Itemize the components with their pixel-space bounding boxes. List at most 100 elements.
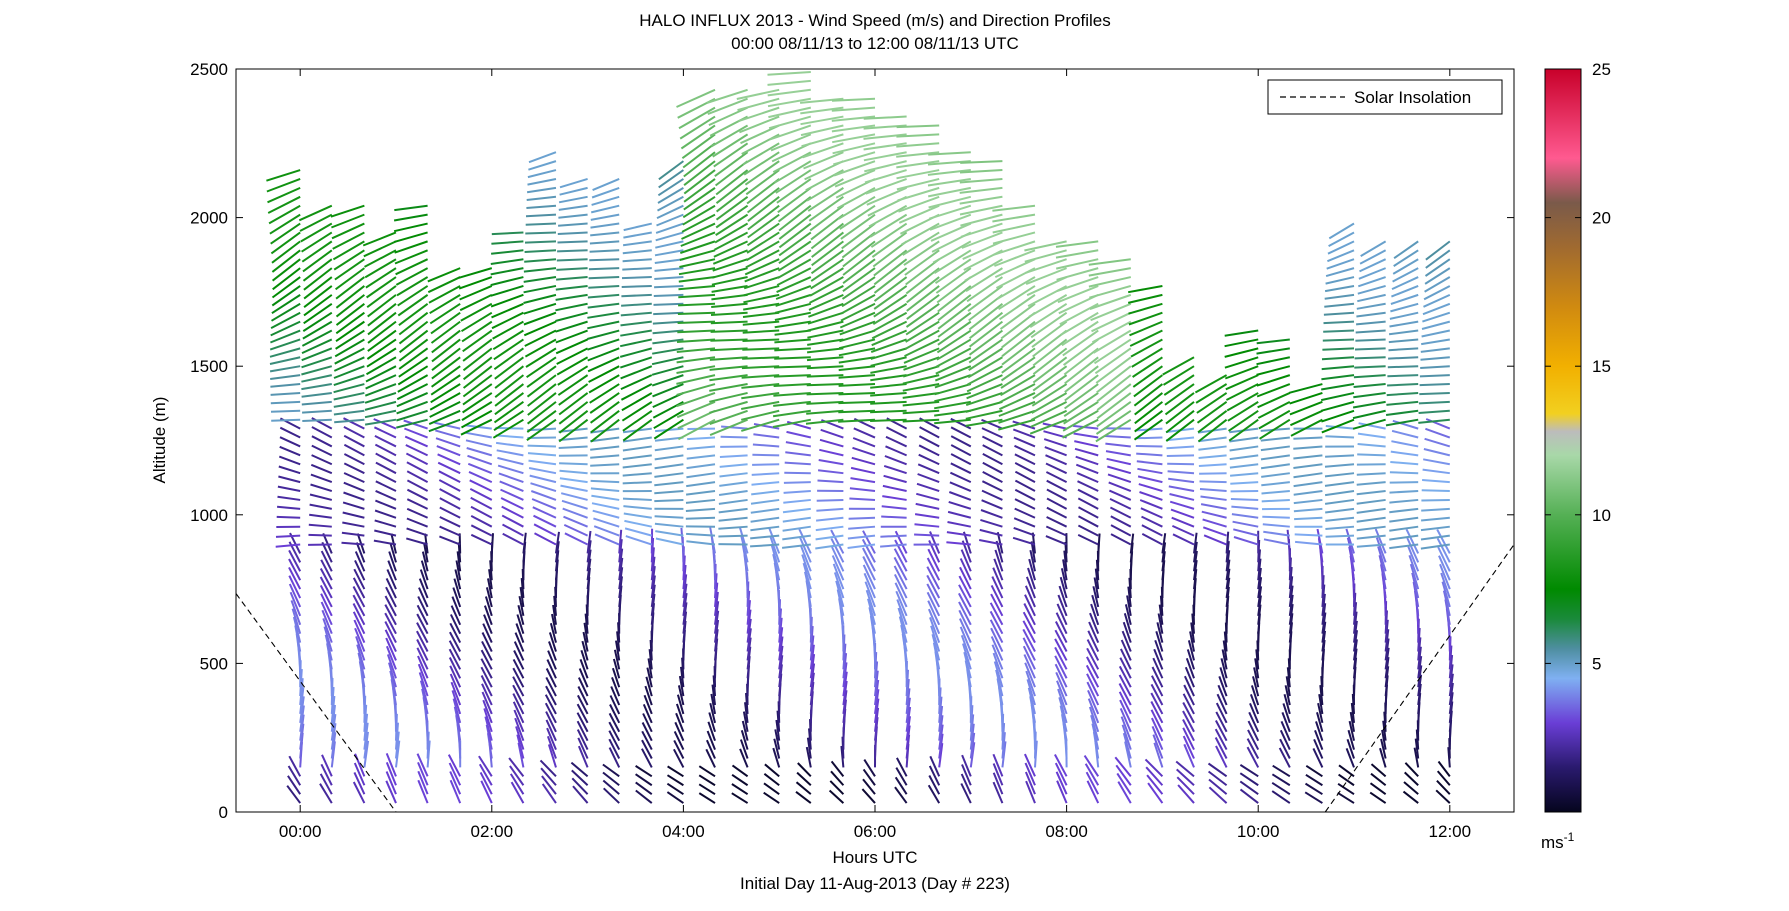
wind-barb [1324,472,1355,478]
wind-barb [1387,374,1419,378]
wind-barb [512,684,525,706]
wind-barb [622,497,652,501]
wind-barb [277,485,301,493]
wind-barb [675,712,685,733]
wind-barb [784,461,811,466]
wind-barb [352,577,366,599]
wind-barb [1358,267,1386,280]
wind-barb [947,521,971,528]
wind-barb [1257,567,1262,590]
wind-barb [1186,649,1195,670]
wind-barb [838,195,876,220]
wind-barb [334,418,365,424]
wind-barb [871,231,908,258]
wind-barb [343,443,365,457]
wind-barb [524,249,557,253]
wind-barb [498,472,524,484]
wind-barb [1347,729,1355,750]
wind-barb [870,356,907,367]
wind-barb [301,391,332,398]
wind-barb [635,773,653,787]
wind-barb [513,641,525,661]
wind-barb [666,774,684,787]
wind-barb [715,195,749,221]
wind-barb [714,619,720,643]
wind-barb [1085,664,1100,688]
wind-barb [466,447,493,457]
wind-barb [1127,293,1163,304]
wind-barb [533,523,557,537]
wind-barb [681,213,716,233]
wind-barb [622,472,652,477]
wind-barb [334,347,365,365]
wind-barb [937,311,972,338]
wind-barb [905,706,912,732]
wind-barb [1077,497,1099,510]
wind-barb [1152,734,1164,759]
wind-barb [1348,546,1355,572]
wind-barb [1124,741,1132,768]
wind-barb [1345,528,1355,554]
wind-barb [655,231,684,242]
wind-barb [397,365,429,386]
wind-barb [778,645,784,670]
wind-barb [1247,729,1260,751]
wind-barb [981,499,1003,510]
wind-barb [648,649,653,670]
wind-barb [1225,531,1230,554]
wind-barb [1025,267,1067,286]
wind-barb [1073,432,1099,439]
wind-barb [1325,507,1355,514]
wind-barb [618,548,624,572]
wind-barb [1045,535,1067,546]
wind-barb [731,783,749,796]
wind-barb [1031,392,1068,414]
wind-barb [590,418,620,443]
wind-barb [450,681,462,706]
wind-barb [331,213,365,229]
wind-barb [1022,645,1036,670]
wind-barb [680,666,685,688]
wind-barb [772,409,811,418]
wind-barb [992,213,1036,223]
wind-barb [534,532,557,546]
wind-barb [874,689,880,715]
wind-barb [622,409,653,432]
wind-barb [709,418,748,437]
wind-barb [1128,284,1163,294]
wind-barb [815,525,844,532]
wind-barb [906,285,940,312]
chart-title: HALO INFLUX 2013 - Wind Speed (m/s) and … [639,11,1110,30]
wind-barb [448,648,462,670]
wind-barb [1086,673,1100,697]
wind-barb [926,583,941,608]
wind-barb [950,426,972,439]
wind-barb [1387,365,1419,369]
wind-barb [343,491,365,501]
wind-barb [397,285,429,307]
wind-barb [685,498,716,504]
wind-barb [527,392,557,416]
wind-barb [621,284,652,288]
wind-barb [484,596,493,617]
wind-barb [523,293,557,304]
wind-barb [929,213,972,231]
wind-barb [934,418,971,425]
wind-barb [1420,356,1450,361]
wind-barb [937,294,972,322]
wind-barb [1389,543,1419,550]
wind-barb [1118,683,1132,706]
wind-barb [1220,658,1228,679]
wind-barb [778,636,784,661]
wind-barb [1225,559,1231,581]
wind-barb [1132,356,1163,378]
wind-barb [621,392,653,412]
wind-barb [384,595,397,617]
wind-barb [927,608,941,635]
wind-barb [417,655,429,679]
wind-barb [396,418,428,429]
wind-barb [270,302,301,322]
wind-barb [874,679,880,706]
wind-barb [753,423,780,430]
wind-barb [864,160,907,173]
